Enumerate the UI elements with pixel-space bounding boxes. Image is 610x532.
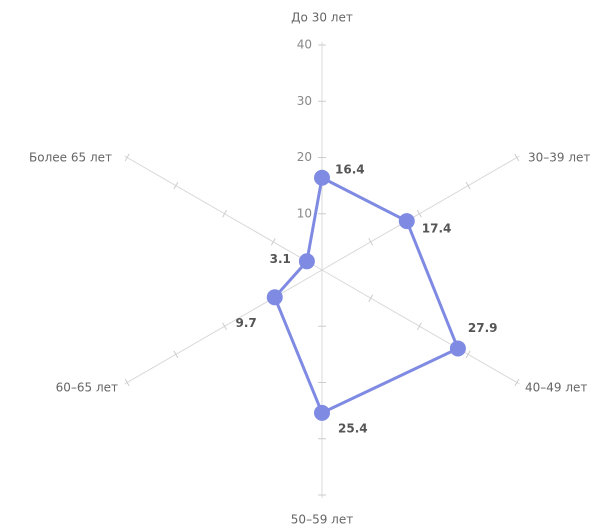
axis-line bbox=[321, 155, 520, 271]
data-point bbox=[398, 213, 415, 230]
tick-mark bbox=[416, 322, 422, 330]
tick-mark bbox=[222, 322, 228, 330]
axis-line bbox=[124, 155, 323, 271]
tick-mark bbox=[173, 350, 179, 359]
axis-line bbox=[124, 269, 323, 385]
value-label: 9.7 bbox=[235, 316, 256, 330]
tick-label: 20 bbox=[297, 150, 312, 164]
tick-mark bbox=[514, 153, 520, 162]
tick-mark bbox=[270, 238, 276, 246]
category-label: Более 65 лет bbox=[29, 151, 112, 165]
data-point bbox=[298, 253, 315, 270]
tick-label: 40 bbox=[297, 38, 312, 52]
tick-mark bbox=[368, 238, 374, 246]
tick-mark bbox=[124, 153, 130, 162]
category-label: До 30 лет bbox=[291, 11, 353, 25]
value-label: 17.4 bbox=[422, 222, 452, 236]
axis-line bbox=[321, 269, 520, 385]
tick-mark bbox=[222, 210, 228, 218]
tick-mark bbox=[173, 181, 179, 190]
data-point bbox=[314, 169, 330, 186]
category-label: 50–59 лет bbox=[291, 513, 353, 527]
value-label: 16.4 bbox=[335, 162, 365, 176]
tick-mark bbox=[124, 378, 130, 387]
data-point bbox=[314, 404, 330, 421]
category-label: 40–49 лет bbox=[525, 381, 587, 395]
tick-mark bbox=[465, 181, 471, 190]
category-label: 60–65 лет bbox=[56, 381, 118, 395]
data-point bbox=[449, 340, 466, 357]
tick-mark bbox=[514, 378, 520, 387]
tick-label: 30 bbox=[297, 94, 312, 108]
tick-mark bbox=[416, 210, 422, 218]
data-point bbox=[266, 289, 283, 306]
value-label: 25.4 bbox=[338, 421, 368, 435]
tick-mark bbox=[368, 294, 374, 302]
value-label: 3.1 bbox=[270, 252, 291, 266]
tick-mark bbox=[465, 350, 471, 359]
category-label: 30–39 лет bbox=[528, 151, 590, 165]
tick-label: 10 bbox=[297, 206, 312, 220]
value-label: 27.9 bbox=[468, 321, 498, 335]
